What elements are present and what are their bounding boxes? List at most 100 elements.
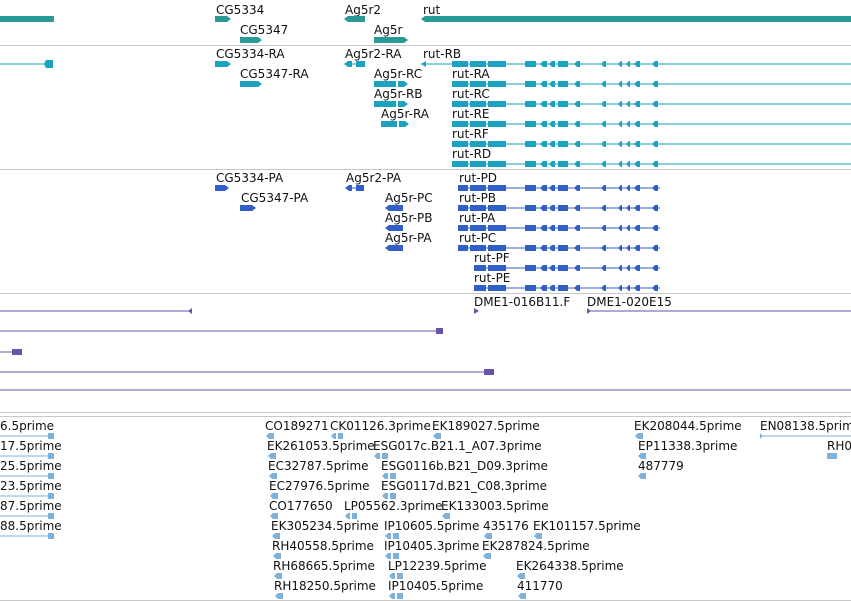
est-glyph[interactable] [0,473,56,479]
exon-block [626,61,630,67]
gene-cg5334[interactable] [215,15,233,23]
clone-bar[interactable] [0,348,24,356]
est-glyph[interactable] [534,533,544,539]
est-label: EK208044.5prime [634,419,742,433]
clone-bar[interactable] [0,368,496,376]
est-glyph[interactable] [433,433,443,439]
est-glyph[interactable] [382,493,398,499]
transcript-rut-rb[interactable] [421,60,851,68]
est-label: EK305234.5prime [271,519,379,533]
exon-block [618,121,622,127]
transcript-rut-rd[interactable] [452,160,851,168]
exon-block [652,285,658,291]
exon-block [626,121,630,127]
exon-block [470,101,486,107]
est-glyph[interactable] [0,433,56,439]
protein-rut-pe[interactable] [474,284,660,292]
est-glyph[interactable] [517,573,527,579]
transcript-ag5r-rb[interactable] [374,100,410,108]
transcript-ag5r2-ra[interactable] [344,60,366,68]
transcript-rut-rc[interactable] [452,100,851,108]
est-glyph[interactable] [518,593,528,599]
est-glyph[interactable] [442,513,452,519]
transcript-ag5r-rc[interactable] [374,80,410,88]
protein-rut-pd[interactable] [458,184,660,192]
est-glyph[interactable] [389,593,405,599]
transcript-ag5r-ra[interactable] [381,120,411,128]
exon-block [558,161,568,167]
exon-block [458,205,468,211]
est-glyph[interactable] [345,513,359,519]
protein-ag5r2-pa[interactable] [345,184,365,192]
est-glyph[interactable] [385,553,401,559]
exon-block [540,81,547,87]
gene-ag5r2[interactable] [344,15,366,23]
protein-rut-pb[interactable] [458,204,660,212]
protein-rut-pa[interactable] [458,224,660,232]
protein-ag5r-pb[interactable] [385,224,405,232]
exon-block [574,101,580,107]
est-glyph[interactable] [760,433,851,439]
protein-ag5r-pc[interactable] [385,204,405,212]
exon-block [634,81,640,87]
transcript-label-ag5r-rc: Ag5r-RC [374,67,423,81]
exon-block [540,141,547,147]
gene-bar-left-edge[interactable] [0,14,56,24]
exon-block [626,81,630,87]
clone-bar[interactable] [0,388,851,392]
exon-block [574,285,580,291]
exon-block [574,141,580,147]
transcript-rut-ra[interactable] [452,80,851,88]
est-glyph[interactable] [274,573,284,579]
est-glyph[interactable] [638,473,648,479]
exon-block [634,121,640,127]
gene-rut[interactable] [421,15,851,23]
est-glyph[interactable] [389,573,405,579]
exon-block [525,141,536,147]
est-glyph[interactable] [382,473,398,479]
exon-block [488,141,506,147]
transcript-rut-rf[interactable] [452,140,851,148]
clone-dme1-016b11-f[interactable] [474,307,482,315]
est-glyph[interactable] [0,493,56,499]
protein-rut-pc[interactable] [458,244,660,252]
exon-block [549,285,555,291]
est-glyph[interactable] [270,513,280,519]
est-glyph[interactable] [484,533,494,539]
gene-cg5347[interactable] [240,36,264,44]
est-glyph[interactable] [483,553,493,559]
transcript-rut-re[interactable] [452,120,851,128]
est-glyph[interactable] [270,493,280,499]
est-glyph[interactable] [266,433,276,439]
est-glyph[interactable] [0,533,56,539]
exon-block [374,81,396,87]
est-glyph[interactable] [635,433,645,439]
est-glyph[interactable] [268,453,278,459]
est-glyph[interactable] [0,513,56,519]
protein-rut-pf[interactable] [474,264,660,272]
est-glyph[interactable] [331,433,345,439]
est-glyph[interactable] [827,453,839,459]
transcript-cg5347-ra[interactable] [240,80,264,88]
clone-bar[interactable] [0,307,195,315]
transcript-left-edge[interactable] [0,59,56,69]
est-glyph[interactable] [374,453,390,459]
protein-ag5r-pa[interactable] [385,244,405,252]
est-glyph[interactable] [638,453,648,459]
strand-arrow [421,61,426,67]
est-glyph[interactable] [275,593,285,599]
gene-ag5r[interactable] [374,36,410,44]
clone-dme1-020e15[interactable] [587,307,851,315]
protein-label-cg5334-pa: CG5334-PA [216,171,284,185]
est-glyph[interactable] [272,533,282,539]
exon-block [470,121,486,127]
protein-cg5334-pa[interactable] [215,184,231,192]
transcript-cg5334-ra[interactable] [215,60,233,68]
est-glyph[interactable] [273,553,283,559]
est-glyph[interactable] [269,473,279,479]
est-glyph[interactable] [0,453,56,459]
clone-bar[interactable] [0,327,445,335]
protein-cg5347-pa[interactable] [240,204,258,212]
exon-block [574,265,580,271]
est-glyph[interactable] [385,533,401,539]
